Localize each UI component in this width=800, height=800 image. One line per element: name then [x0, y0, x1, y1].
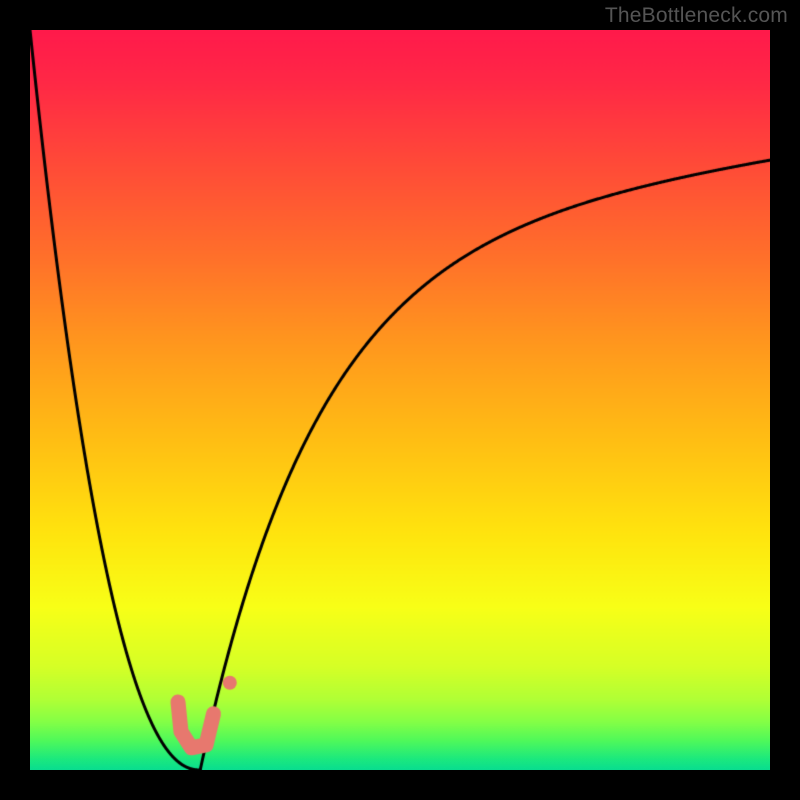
watermark-text: TheBottleneck.com: [605, 4, 788, 28]
bottleneck-chart-canvas: [30, 30, 770, 770]
chart-frame: TheBottleneck.com: [0, 0, 800, 800]
plot-area: [30, 30, 770, 770]
